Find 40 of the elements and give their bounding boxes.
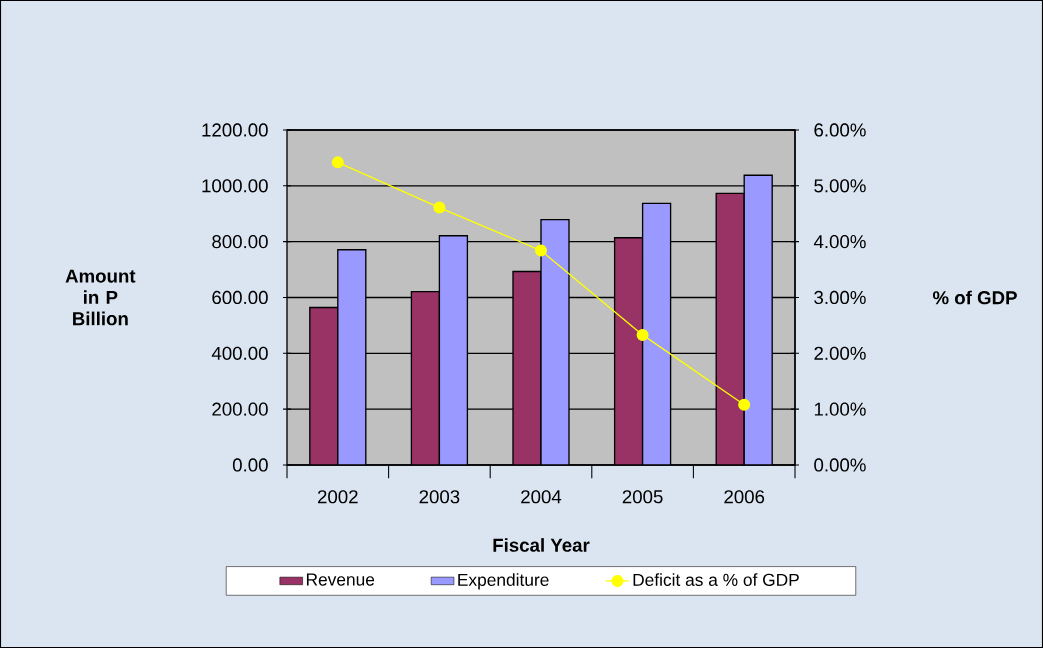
- legend-label: Deficit as a % of GDP: [633, 573, 799, 586]
- y-tick-label: 400.00: [211, 346, 268, 360]
- bar: [641, 202, 672, 465]
- bar: [715, 192, 745, 465]
- y2-tick-label: 5.00%: [814, 179, 866, 193]
- x-tick-label: 2005: [622, 490, 663, 504]
- y-tick-label: 1000.00: [202, 179, 268, 193]
- y2-tick-label: 2.00%: [814, 346, 866, 360]
- bar: [410, 290, 441, 465]
- y-tick-label: 200.00: [212, 402, 268, 416]
- legend-label: Revenue: [306, 573, 375, 586]
- y2-tick-label: 6.00%: [814, 123, 866, 137]
- legend-label: Expenditure: [458, 573, 549, 590]
- point: [738, 398, 751, 411]
- x-tick-label: 2006: [724, 490, 765, 504]
- bar: [613, 237, 644, 465]
- bar: [438, 235, 469, 465]
- point: [535, 244, 548, 257]
- point: [331, 156, 344, 169]
- point: [433, 201, 446, 214]
- x-tick-label: 2002: [317, 490, 358, 504]
- y-tick-label: 1200.00: [202, 123, 268, 137]
- x-tick-label: 2003: [419, 490, 460, 504]
- bar: [309, 306, 339, 465]
- bar: [512, 270, 542, 465]
- y2-tick-label: 3.00%: [814, 290, 866, 305]
- y2-axis-title: % of GDP: [932, 290, 1017, 305]
- y-axis-title: Amount in P Billion: [65, 269, 136, 326]
- point: [636, 328, 649, 341]
- y2-tick-label: 4.00%: [813, 235, 866, 249]
- x-axis-title: Fiscal Year: [493, 538, 590, 552]
- y-tick-label: 800.00: [212, 235, 268, 249]
- x-tick-label: 2004: [521, 490, 562, 504]
- bar: [743, 174, 773, 465]
- bar: [337, 249, 367, 465]
- y-tick-label: 0.00: [232, 458, 268, 472]
- y2-tick-label: 1.00%: [814, 402, 866, 416]
- y-tick-label: 600.00: [212, 290, 268, 305]
- bar: [540, 218, 570, 465]
- y2-tick-label: 0.00%: [814, 458, 866, 472]
